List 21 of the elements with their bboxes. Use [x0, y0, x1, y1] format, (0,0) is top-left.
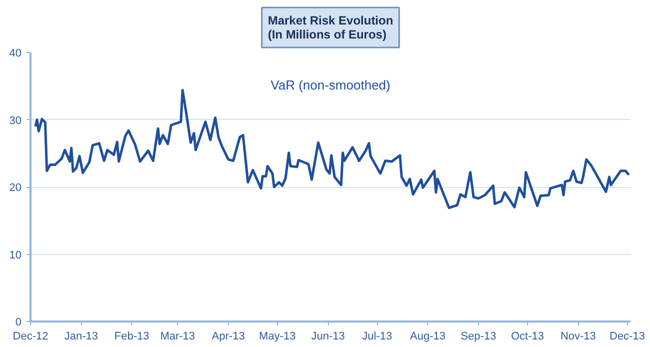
y-tick-label: 20	[9, 182, 22, 194]
x-tick-label: Feb-13	[114, 330, 150, 342]
chart-subtitle: (In Millions of Euros)	[268, 28, 386, 42]
x-tick-label: Apr-13	[212, 330, 245, 342]
x-tick-label: Dec-12	[12, 330, 48, 342]
x-tick-label: Sep-13	[460, 330, 496, 342]
x-tick-label: Oct-13	[510, 330, 544, 342]
y-tick-label: 40	[9, 48, 22, 60]
chart-title: Market Risk Evolution	[268, 14, 394, 28]
x-tick-label: Jun-13	[311, 330, 345, 342]
text: VaR (non-smoothed)	[270, 77, 390, 92]
x-tick-label: Nov-13	[560, 330, 596, 342]
y-tick-label: 30	[9, 114, 22, 127]
x-tick-label: May-13	[259, 330, 296, 342]
x-tick-label: Aug-13	[410, 330, 446, 342]
y-tick-label: 0	[15, 316, 22, 328]
x-tick-label: Jul-13	[362, 330, 392, 342]
x-tick-label: Jan-13	[64, 330, 98, 342]
y-tick-label: 10	[9, 249, 22, 262]
x-tick-label: Dec-13	[610, 330, 645, 342]
x-tick-label: Mar-13	[160, 330, 196, 342]
